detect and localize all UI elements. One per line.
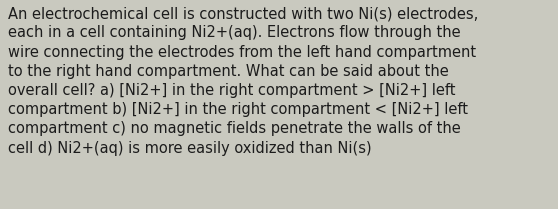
Text: An electrochemical cell is constructed with two Ni(s) electrodes,
each in a cell: An electrochemical cell is constructed w… <box>8 6 479 156</box>
